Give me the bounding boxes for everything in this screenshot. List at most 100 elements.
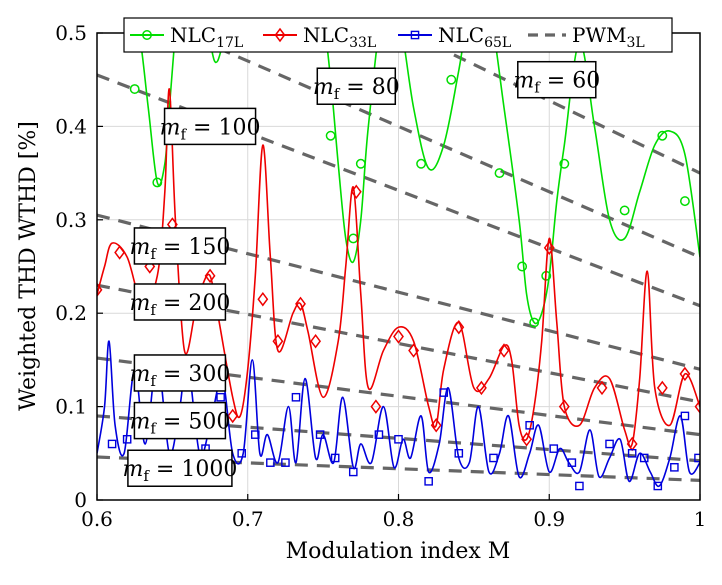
nlc65l-marker bbox=[639, 453, 649, 463]
nlc33l-marker bbox=[558, 399, 570, 414]
nlc33l-marker bbox=[204, 268, 216, 284]
pwm3l-line-mf-150 bbox=[97, 213, 700, 371]
nlc17l-marker bbox=[129, 84, 140, 94]
annotation-box bbox=[133, 401, 227, 440]
nlc65l-marker bbox=[250, 430, 260, 439]
legend-marker bbox=[142, 30, 152, 40]
nlc17l-marker bbox=[657, 130, 668, 141]
nlc33l-marker bbox=[227, 408, 239, 424]
mf-annotation-500: mf = 500 bbox=[129, 401, 230, 440]
y-tick-label: 0.2 bbox=[55, 301, 87, 325]
pwm3l-line-mf-60 bbox=[404, 33, 700, 175]
annotation-box bbox=[316, 67, 397, 105]
annotation-box bbox=[127, 449, 233, 487]
nlc65l-marker bbox=[394, 434, 403, 444]
nlc17l-marker bbox=[325, 130, 336, 141]
annotation-label: mf = 300 bbox=[129, 362, 230, 390]
mf-annotations: mf = 60 mf = 80 mf = 100 mf = 150 mf = 200 mf… bbox=[122, 60, 600, 487]
annotation-box bbox=[517, 60, 597, 99]
nlc65l-marker bbox=[454, 449, 464, 458]
mf-annotation-60: mf = 60 bbox=[513, 60, 600, 99]
nlc65l-marker bbox=[266, 458, 275, 467]
nlc33l-marker bbox=[694, 399, 700, 414]
nlc17l-marker bbox=[416, 158, 427, 169]
legend: NLC17L NLC33L NLC65L PWM3L bbox=[123, 17, 673, 53]
nlc33l-marker bbox=[498, 343, 510, 358]
y-tick-label: 0.5 bbox=[55, 21, 87, 45]
legend-marker bbox=[410, 30, 420, 40]
mf-annotation-150: mf = 150 bbox=[129, 227, 230, 265]
legend-label: NLC33L bbox=[303, 23, 376, 51]
y-tick-label: 0.1 bbox=[55, 395, 87, 419]
nlc65l-marker bbox=[627, 449, 637, 458]
legend-item-pwm3l: PWM3L bbox=[528, 23, 645, 51]
nlc65l-marker bbox=[575, 481, 584, 491]
nlc65l-marker bbox=[237, 449, 247, 458]
nlc17l-marker bbox=[152, 177, 163, 188]
nlc17l-marker bbox=[619, 205, 630, 216]
x-tick-label: 0.8 bbox=[383, 507, 415, 531]
nlc33l-marker bbox=[272, 333, 284, 349]
legend-marker bbox=[274, 27, 286, 43]
annotation-box bbox=[133, 283, 227, 321]
nlc33l-marker bbox=[543, 240, 555, 256]
mf-annotation-200: mf = 200 bbox=[129, 283, 230, 321]
y-tick-label: 0.4 bbox=[55, 114, 87, 138]
x-tick-label: 0.7 bbox=[232, 507, 264, 531]
nlc33l-marker bbox=[430, 418, 442, 433]
nlc17l-marker bbox=[446, 74, 457, 85]
nlc33l-marker bbox=[310, 333, 322, 349]
annotation-label: mf = 500 bbox=[129, 410, 230, 438]
nlc65l-marker bbox=[330, 453, 340, 463]
annotation-box bbox=[133, 227, 227, 265]
nlc33l-marker bbox=[295, 296, 306, 312]
nlc33l-marker bbox=[475, 380, 487, 396]
nlc65l-marker bbox=[605, 439, 614, 449]
nlc33l-marker bbox=[521, 432, 533, 447]
legend-label: NLC17L bbox=[170, 23, 243, 51]
nlc65l-marker bbox=[567, 458, 577, 467]
nlc33l-marker bbox=[596, 380, 608, 396]
x-tick-label: 0.6 bbox=[81, 507, 113, 531]
pwm3l-line-mf-200 bbox=[97, 283, 700, 404]
nlc65l-marker bbox=[122, 434, 132, 444]
nlc33l-marker bbox=[679, 366, 691, 382]
nlc33l-marker bbox=[114, 245, 126, 260]
nlc17l-marker bbox=[529, 317, 540, 328]
nlc33l-marker bbox=[408, 343, 420, 358]
nlc65l-marker bbox=[680, 411, 690, 421]
nlc65l-marker bbox=[315, 430, 325, 439]
annotation-label: mf = 150 bbox=[129, 235, 230, 263]
nlc65l-marker bbox=[525, 420, 534, 430]
legend-item-nlc65l: NLC65L bbox=[398, 23, 511, 51]
mf-annotation-100: mf = 100 bbox=[160, 107, 260, 146]
nlc17l-marker bbox=[355, 158, 366, 169]
annotation-box bbox=[163, 107, 257, 146]
nlc17l-marker bbox=[494, 168, 505, 179]
legend-label: NLC65L bbox=[438, 23, 511, 51]
nlc33l-marker bbox=[656, 380, 668, 396]
x-axis-title: Modulation index M bbox=[286, 539, 511, 564]
y-tick-label: 0.3 bbox=[55, 208, 87, 232]
nlc33l-marker bbox=[393, 329, 404, 344]
annotation-label: mf = 200 bbox=[129, 291, 230, 319]
nlc65l-marker bbox=[549, 444, 559, 453]
legend-item-nlc33l: NLC33L bbox=[263, 23, 376, 51]
x-tick-label: 1 bbox=[694, 507, 707, 531]
mf-annotation-1000: mf = 1000 bbox=[122, 449, 237, 487]
nlc17l-marker bbox=[679, 196, 690, 207]
nlc33l-line bbox=[97, 88, 700, 448]
nlc65l-marker bbox=[670, 463, 679, 472]
nlc33l-marker bbox=[453, 319, 465, 335]
y-axis-title: Weighted THD WTHD [%] bbox=[16, 121, 41, 411]
x-tick-label: 0.9 bbox=[533, 507, 565, 531]
y-tick-label: 0 bbox=[74, 488, 87, 512]
pwm3l-line-mf-100 bbox=[97, 73, 700, 308]
mf-annotation-80: mf = 80 bbox=[313, 67, 400, 105]
annotation-label: mf = 60 bbox=[513, 69, 600, 97]
nlc17l-marker bbox=[559, 158, 570, 169]
nlc65l-marker bbox=[291, 392, 301, 402]
legend-item-nlc17l: NLC17L bbox=[130, 23, 243, 51]
mf-annotation-300: mf = 300 bbox=[129, 354, 230, 392]
